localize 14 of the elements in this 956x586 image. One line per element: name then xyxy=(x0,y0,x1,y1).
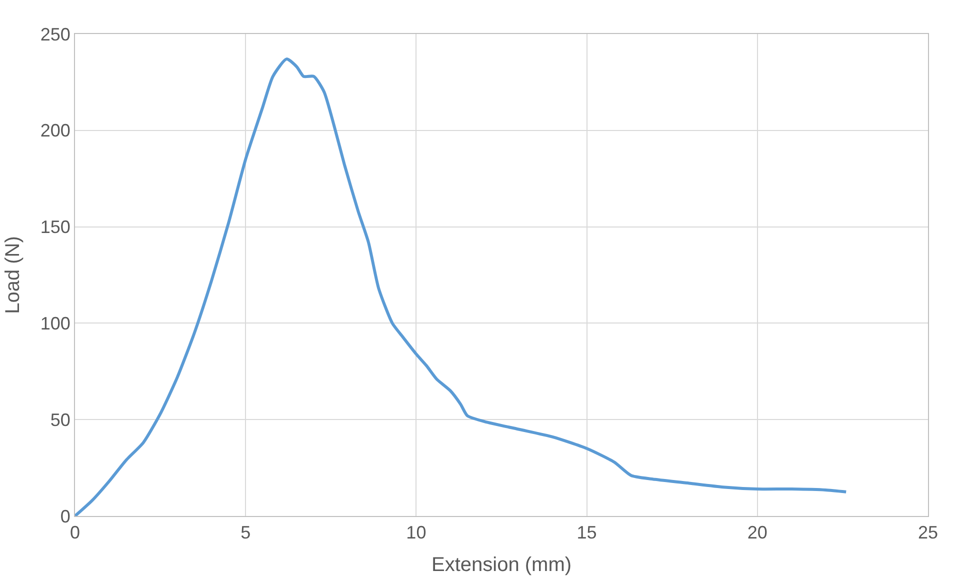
y-tick-label: 200 xyxy=(40,120,70,141)
line-series xyxy=(75,58,848,516)
x-tick-label: 10 xyxy=(406,522,426,543)
y-tick-label: 100 xyxy=(40,314,70,334)
x-tick-label: 15 xyxy=(576,522,597,543)
x-tick-label: 20 xyxy=(747,522,768,543)
y-tick-label: 50 xyxy=(50,410,70,430)
x-tick-label: 5 xyxy=(240,522,251,543)
y-tick-label: 250 xyxy=(40,24,70,44)
y-tick-label: 150 xyxy=(40,217,70,238)
y-tick-label: 0 xyxy=(60,506,70,526)
y-axis-title: Load (N) xyxy=(2,236,24,314)
x-axis-title: Extension (mm) xyxy=(431,554,572,576)
x-tick-label: 25 xyxy=(918,522,938,543)
